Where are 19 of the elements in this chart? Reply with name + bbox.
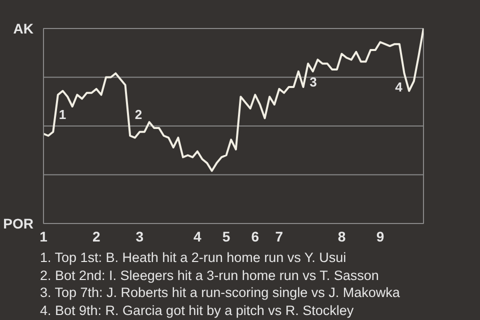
- x-tick-label: 3: [136, 228, 144, 244]
- annotation: 1: [58, 106, 66, 122]
- x-tick-label: 1: [40, 228, 48, 244]
- annotation: 4: [395, 80, 404, 94]
- text: 2. Bot 2nd: I. Sleegers hit a 3-run home run vs T. Sasson: [40, 268, 379, 282]
- x-tick-label: 6: [251, 228, 260, 244]
- text: POR: [3, 216, 34, 232]
- x-tick-label: 8: [338, 228, 346, 244]
- annotation: 3: [310, 74, 317, 90]
- x-tick-label: 5: [222, 228, 230, 244]
- x-tick-label: 4: [194, 228, 202, 244]
- text: 1. Top 1st: B. Heath hit a 2-run home run vs Y. Usui: [40, 250, 346, 265]
- annotation: 2: [134, 106, 142, 122]
- x-tick-label: 9: [376, 228, 384, 244]
- text: AK: [13, 20, 34, 36]
- x-tick-label: 2: [92, 228, 101, 244]
- x-tick-label: 7: [275, 228, 284, 244]
- text: 4. Bot 9th: R. Garcia got hit by a pitch vs R. Stockley: [40, 302, 354, 318]
- text: 3. Top 7th: J. Roberts hit a run-scoring single vs J. Makowka: [40, 285, 400, 300]
